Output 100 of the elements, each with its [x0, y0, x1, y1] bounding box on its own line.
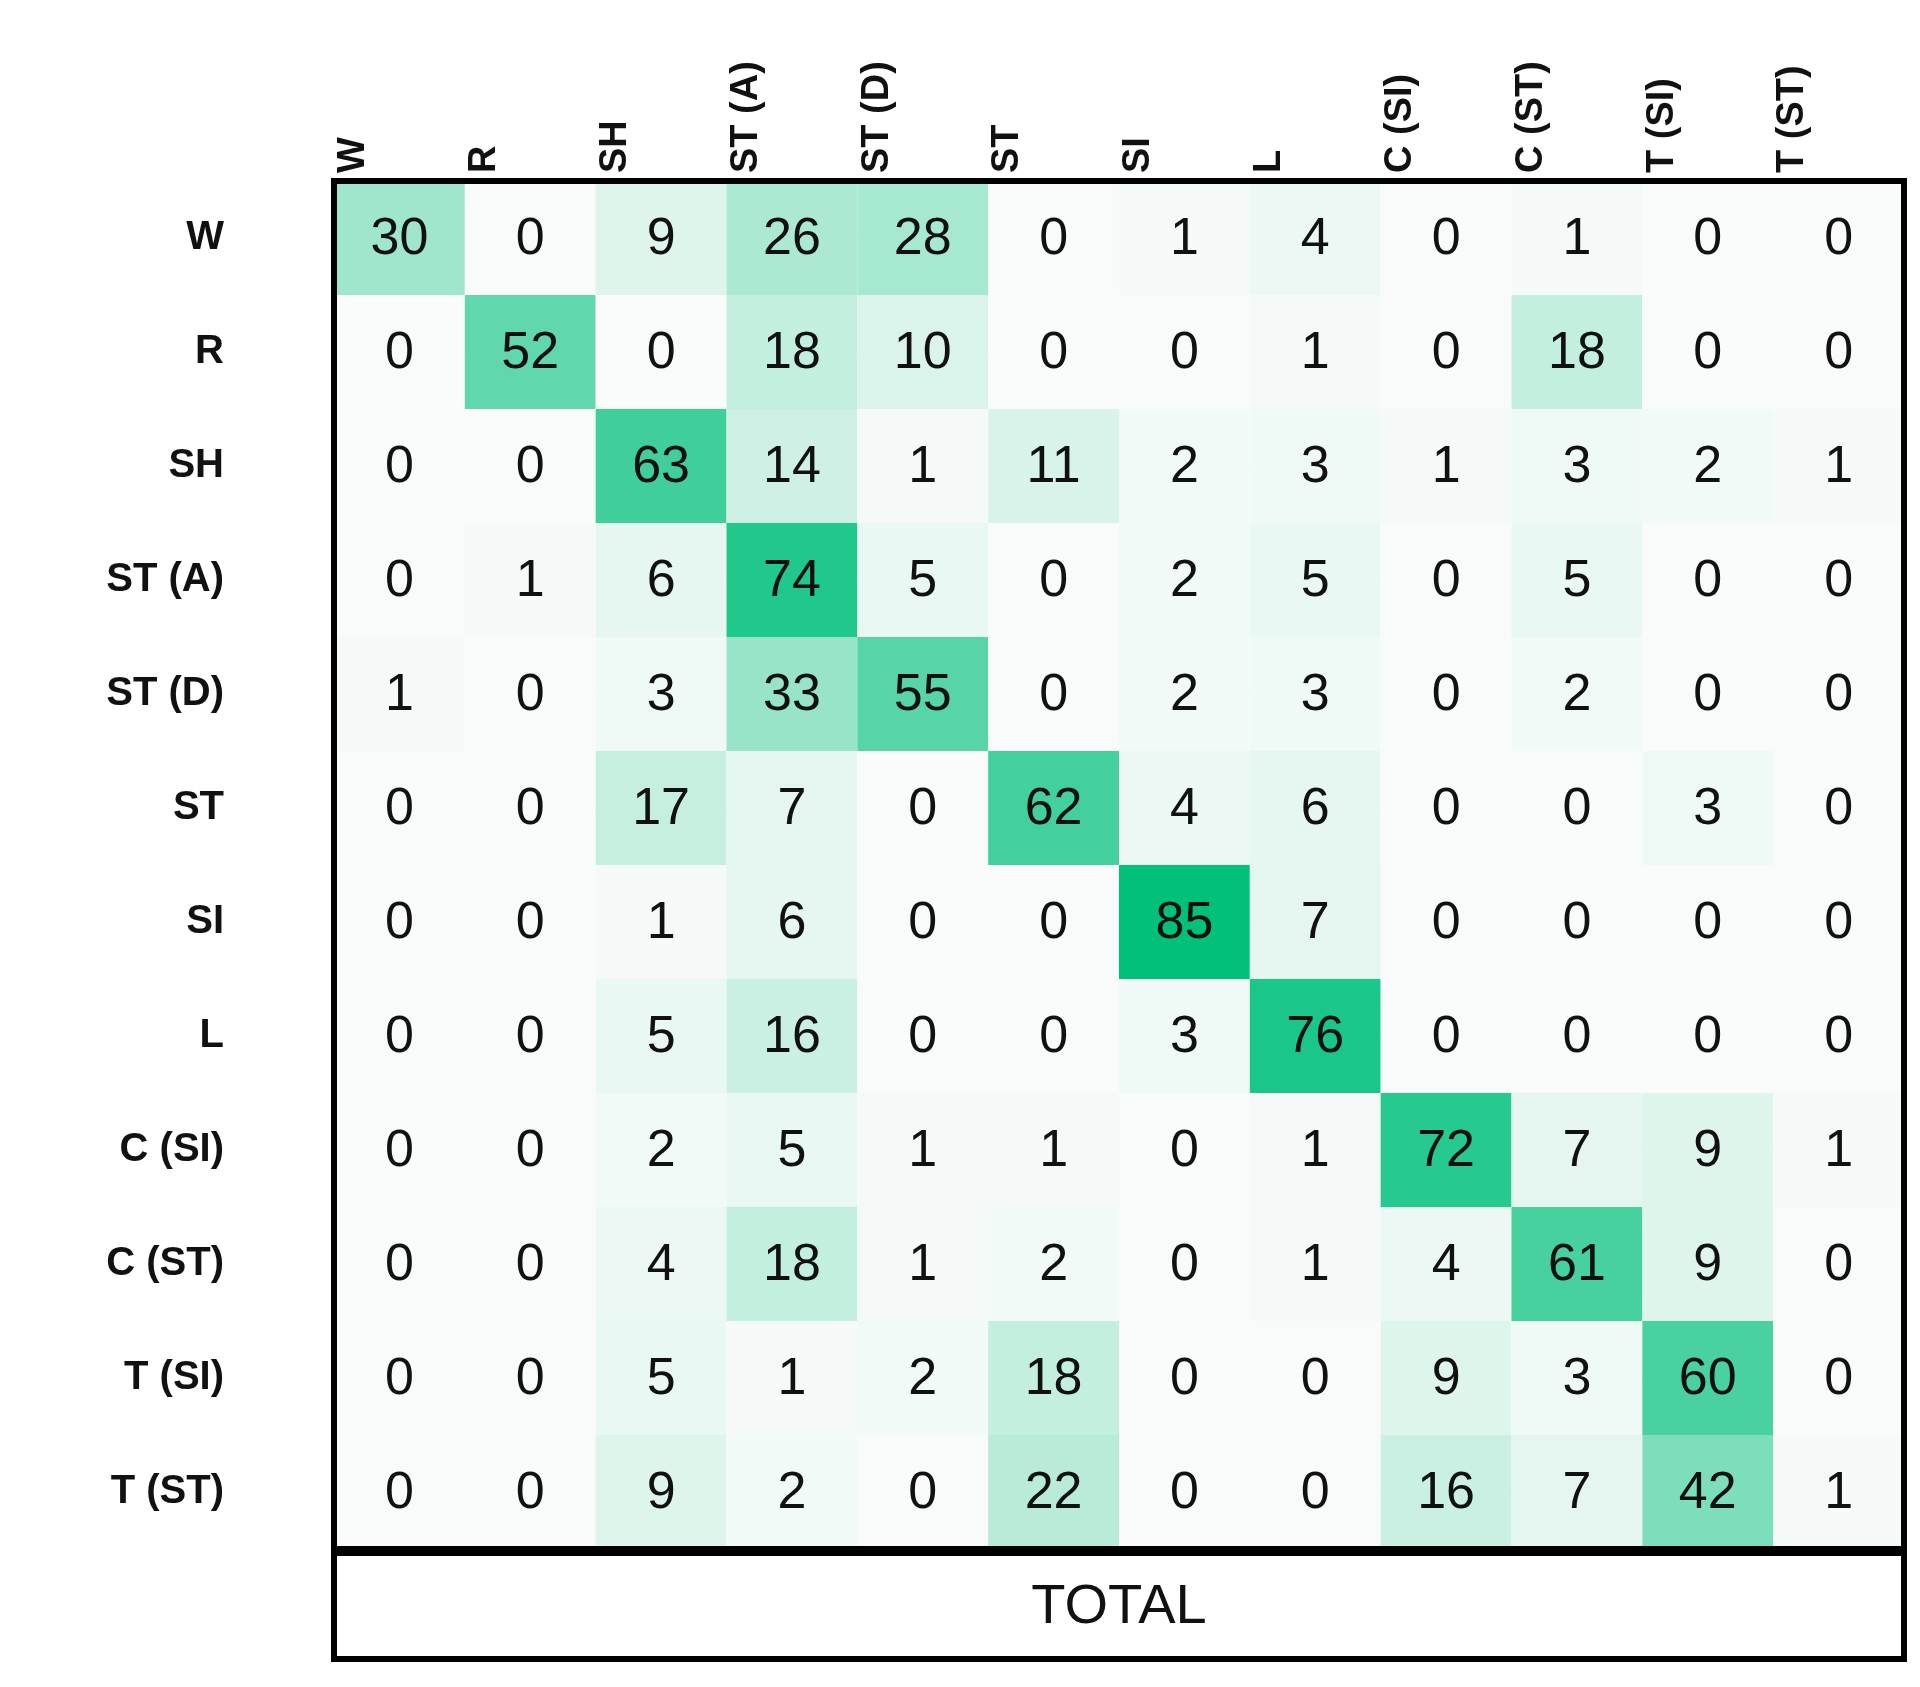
data-label: 4	[646, 1233, 676, 1292]
data-label: 9	[1431, 1347, 1461, 1406]
data-label: 0	[1039, 321, 1069, 380]
data-label: 10	[893, 321, 952, 380]
data-label: 1	[908, 435, 938, 494]
data-label: 0	[1824, 549, 1854, 608]
y-tick-label: ST (A)	[106, 555, 224, 600]
data-label: 2	[1562, 663, 1592, 722]
data-label: 5	[1300, 549, 1330, 608]
x-tick-label: R	[461, 145, 504, 173]
data-label: 1	[1562, 207, 1592, 266]
data-label: 0	[1693, 891, 1723, 950]
data-label: 6	[777, 891, 807, 950]
data-label: 0	[384, 777, 414, 836]
data-label: 0	[1824, 663, 1854, 722]
data-label: 0	[384, 549, 414, 608]
data-label: 0	[384, 1347, 414, 1406]
data-label: 0	[1039, 1005, 1069, 1064]
data-label: 1	[1431, 435, 1461, 494]
data-label: 0	[1693, 663, 1723, 722]
y-tick-label: R	[195, 327, 225, 372]
x-tick-label: ST (A)	[722, 61, 765, 173]
data-label: 2	[908, 1347, 938, 1406]
data-label: 0	[384, 435, 414, 494]
data-label: 0	[384, 1119, 414, 1178]
data-label: 9	[646, 1461, 676, 1520]
data-label: 18	[1547, 321, 1606, 380]
data-label: 3	[1562, 1347, 1592, 1406]
data-label: 0	[1431, 1005, 1461, 1064]
data-label: 0	[1039, 207, 1069, 266]
data-label: 5	[908, 549, 938, 608]
data-label: 0	[1039, 663, 1069, 722]
data-label: 1	[1824, 435, 1854, 494]
data-label: 1	[1039, 1119, 1069, 1178]
data-label: 3	[1300, 435, 1330, 494]
x-tick-label: ST	[984, 124, 1027, 173]
data-label: 0	[1431, 207, 1461, 266]
data-label: 72	[1417, 1119, 1476, 1178]
data-label: 30	[370, 207, 429, 266]
data-label: 0	[1169, 1347, 1199, 1406]
data-label: 0	[1824, 321, 1854, 380]
data-label: 18	[762, 1233, 821, 1292]
data-label: 11	[1026, 435, 1081, 494]
data-label: 0	[1431, 549, 1461, 608]
data-label: 2	[1039, 1233, 1069, 1292]
data-label: 0	[384, 321, 414, 380]
x-tick-label: C (SI)	[1376, 73, 1419, 173]
data-label: 1	[908, 1233, 938, 1292]
data-label: 0	[1824, 891, 1854, 950]
data-label: 0	[515, 1347, 545, 1406]
y-tick-label: SH	[168, 441, 224, 486]
data-label: 0	[384, 1005, 414, 1064]
data-label: 3	[1300, 663, 1330, 722]
data-label: 4	[1300, 207, 1330, 266]
data-label: 76	[1286, 1005, 1345, 1064]
data-label: 3	[646, 663, 676, 722]
data-label: 0	[1824, 1347, 1854, 1406]
data-label: 0	[1169, 1461, 1199, 1520]
data-label: 0	[515, 435, 545, 494]
data-label: 0	[1562, 777, 1592, 836]
data-label: 0	[1039, 891, 1069, 950]
data-label: 60	[1678, 1347, 1737, 1406]
data-label: 5	[646, 1005, 676, 1064]
data-label: 7	[777, 777, 807, 836]
data-label: 0	[1824, 207, 1854, 266]
data-label: 42	[1678, 1461, 1737, 1520]
data-label: 1	[646, 891, 676, 950]
data-label: 33	[762, 663, 821, 722]
x-tick-label: ST (D)	[853, 61, 896, 173]
data-label: 0	[515, 1233, 545, 1292]
data-label: 0	[1824, 1005, 1854, 1064]
data-label: 5	[646, 1347, 676, 1406]
data-label: 17	[632, 777, 691, 836]
data-label: 0	[515, 1461, 545, 1520]
y-tick-label: L	[199, 1011, 224, 1056]
data-label: 0	[384, 1233, 414, 1292]
data-label: 9	[1693, 1233, 1723, 1292]
x-tick-label: C (ST)	[1507, 61, 1550, 173]
data-label: 0	[908, 891, 938, 950]
data-label: 0	[1300, 1461, 1330, 1520]
data-label: 9	[1693, 1119, 1723, 1178]
x-tick-label: SI	[1115, 137, 1158, 173]
x-tick-label: W	[330, 137, 373, 173]
y-tick-label: T (ST)	[110, 1467, 224, 1512]
data-label: 0	[1562, 891, 1592, 950]
data-label: 0	[515, 663, 545, 722]
data-label: 0	[384, 891, 414, 950]
data-label: 0	[908, 777, 938, 836]
data-label: 0	[515, 207, 545, 266]
data-label: 0	[908, 1005, 938, 1064]
data-label: 1	[908, 1119, 938, 1178]
data-label: 2	[1169, 435, 1199, 494]
data-label: 1	[1300, 321, 1330, 380]
x-tick-label: T (SI)	[1638, 78, 1681, 173]
data-label: 0	[1693, 207, 1723, 266]
y-tick-label: ST	[172, 783, 224, 828]
data-label: 0	[515, 777, 545, 836]
data-label: 0	[908, 1461, 938, 1520]
data-label: 0	[1693, 1005, 1723, 1064]
data-label: 2	[1693, 435, 1723, 494]
